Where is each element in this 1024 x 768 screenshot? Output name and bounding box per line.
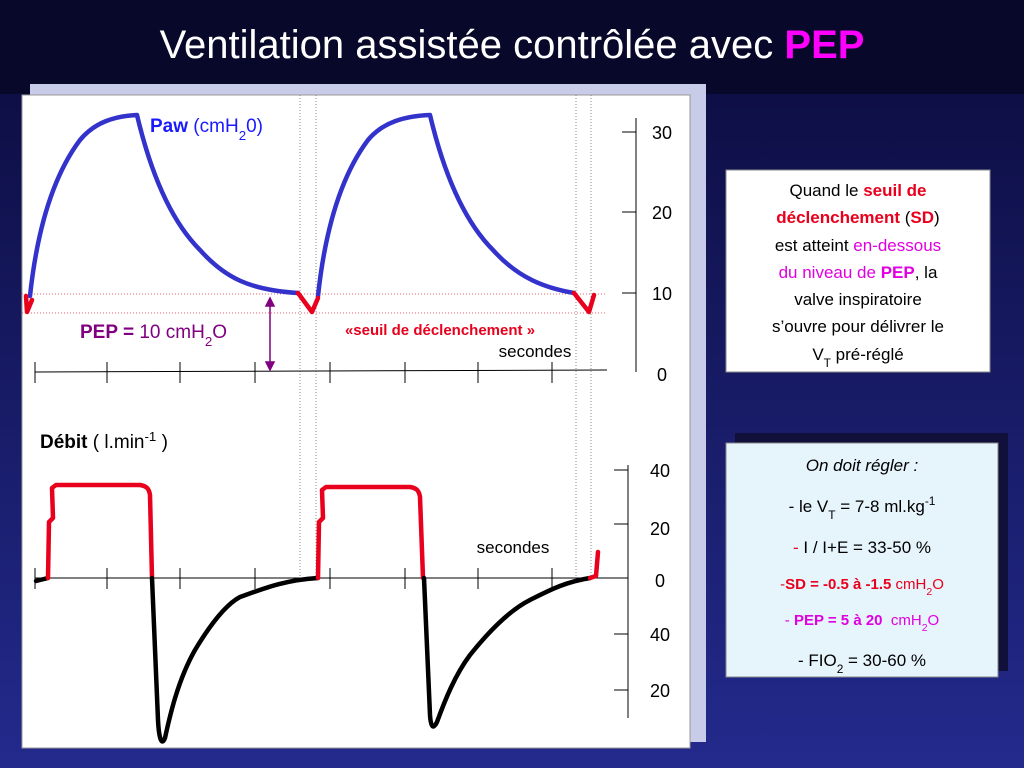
text-run: - — [785, 612, 794, 629]
text-run: SD — [910, 208, 934, 227]
tick-labels: 30 20 10 0 40 20 0 40 20 — [650, 123, 672, 701]
flow-tick-label: 20 — [650, 519, 670, 539]
paw-label: Paw (cmH20) — [150, 116, 263, 143]
text-run: PEP — [784, 23, 864, 67]
settings-lines: On doit régler : - le VT = 7-8 ml.kg-1 - I… — [780, 456, 944, 676]
flow-tick-label: 0 — [655, 571, 665, 591]
text-run: s’ouvre pour délivrer le — [772, 317, 944, 336]
paw-axes — [34, 118, 637, 383]
text-run: SD = -0.5 à -1.5 — [785, 576, 891, 593]
text-run: ( l.min — [88, 432, 145, 453]
text-run: O — [928, 612, 940, 629]
text-run: 2 — [837, 662, 844, 676]
settings-line: - PEP = 5 à 20 cmH2O — [785, 612, 939, 634]
info-line: s’ouvre pour délivrer le — [772, 317, 944, 336]
text-run: I / I+E = 33-50 % — [803, 538, 931, 557]
text-run: T — [828, 508, 835, 522]
text-run: -1 — [925, 494, 936, 508]
text-run: cmH — [887, 612, 922, 629]
info-line: du niveau de PEP, la — [779, 263, 938, 282]
info-line: VT pré-réglé — [812, 345, 903, 370]
flow-tick-label: 20 — [650, 681, 670, 701]
info-box — [725, 169, 991, 373]
info-line: valve inspiratoire — [794, 290, 922, 309]
info-line: est atteint en-dessous — [775, 236, 941, 255]
paw-tick-label: 20 — [652, 203, 672, 223]
text-run: , la — [915, 263, 938, 282]
flow-tick-label: 40 — [650, 461, 670, 481]
text-run: déclenchement — [776, 208, 900, 227]
text-run: PEP — [881, 263, 915, 282]
text-run: - — [793, 538, 803, 557]
pep-arrow — [264, 296, 276, 372]
title: Ventilation assistée contrôlée avec PEP — [160, 23, 865, 67]
text-run: du niveau de — [779, 263, 881, 282]
text-run: 0) — [246, 116, 263, 137]
text-run: 10 cmH — [139, 322, 204, 343]
chart-panel — [21, 94, 691, 749]
text-run: - le V — [789, 497, 829, 516]
text-run: 2 — [239, 128, 246, 143]
text-run: PEP = 5 à 20 — [794, 612, 887, 629]
text-run: ( — [900, 208, 911, 227]
text-run: Ventilation assistée contrôlée avec — [160, 23, 785, 67]
text-run: ) — [156, 432, 168, 453]
flow-x-label: secondes — [477, 538, 550, 557]
text-run: Quand le — [789, 181, 863, 200]
settings-line: - I / I+E = 33-50 % — [793, 538, 931, 557]
guides — [299, 95, 592, 578]
settings-line: - FIO2 = 30-60 % — [798, 651, 926, 676]
paw-x-label: secondes — [499, 342, 572, 361]
text-run: en-dessous — [853, 236, 941, 255]
text-run: 2 — [205, 334, 212, 349]
paw-tick-label: 30 — [652, 123, 672, 143]
text-run: O — [932, 576, 944, 593]
text-run: 2 — [926, 586, 932, 598]
settings-line: On doit régler : — [806, 456, 919, 475]
text-run: valve inspiratoire — [794, 290, 922, 309]
text-run: On doit régler : — [806, 456, 919, 475]
info-lines: Quand le seuil de déclenchement (SD) est a… — [772, 181, 944, 370]
text-run: PEP = — [80, 322, 139, 343]
title-bar — [0, 0, 1024, 94]
text-run: -1 — [145, 429, 157, 444]
text-run: seuil de — [863, 181, 926, 200]
text-run: V — [812, 345, 824, 364]
text-run: O — [212, 322, 227, 343]
text-run: Débit — [40, 432, 88, 453]
settings-line: -SD = -0.5 à -1.5 cmH2O — [780, 576, 944, 598]
text-run: (cmH — [188, 116, 239, 137]
pep-label: PEP = 10 cmH2O — [80, 322, 227, 349]
text-run: - — [780, 576, 785, 593]
text-run: - FIO — [798, 651, 837, 670]
paw-curve — [23, 112, 597, 315]
settings-box — [725, 442, 999, 678]
flow-tick-label: 40 — [650, 625, 670, 645]
flow-curve — [33, 482, 601, 744]
text-run: T — [824, 356, 831, 370]
text-run: = 7-8 ml.kg — [836, 497, 925, 516]
flow-label: Débit ( l.min-1 ) — [40, 429, 168, 454]
settings-line: - le VT = 7-8 ml.kg-1 — [789, 494, 936, 522]
info-line: Quand le seuil de — [789, 181, 926, 200]
text-run: Paw — [150, 116, 188, 137]
flow-axes — [34, 465, 629, 718]
text-run: = 30-60 % — [843, 651, 926, 670]
paw-tick-label: 0 — [657, 365, 667, 385]
trigger-label: «seuil de déclenchement » — [345, 322, 535, 339]
text-run: cmH — [891, 576, 926, 593]
text-run: «seuil de déclenchement » — [345, 322, 535, 339]
paw-tick-label: 10 — [652, 284, 672, 304]
text-run: 2 — [922, 622, 928, 634]
text-run: est atteint — [775, 236, 853, 255]
info-line: déclenchement (SD) — [776, 208, 939, 227]
text-run: ) — [934, 208, 940, 227]
text-run: pré-réglé — [831, 345, 904, 364]
